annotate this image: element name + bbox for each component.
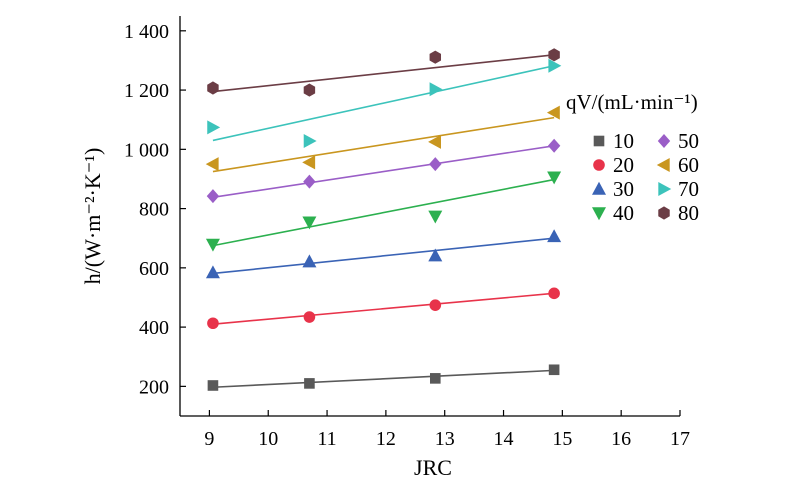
data-point-10: [429, 373, 441, 384]
data-point-30: [547, 229, 562, 243]
fit-line-70: [212, 64, 555, 142]
data-point-40: [428, 210, 443, 224]
data-point-60: [302, 155, 316, 170]
data-point-70: [429, 82, 443, 97]
data-point-70: [207, 120, 221, 135]
y-tick-label: 1 000: [124, 139, 169, 161]
data-point-80: [207, 81, 219, 95]
legend-marker-30: [592, 181, 606, 195]
data-point-40: [547, 171, 562, 185]
fit-line-30: [212, 237, 555, 275]
data-point-50: [547, 138, 561, 153]
x-tick-label: 12: [376, 428, 396, 450]
ticks: 9 10 11 12 13 14 15 16 17 200 400 600 800 1 000 1 200 1…: [124, 21, 690, 450]
data-point-10: [548, 364, 560, 376]
data-point-50: [429, 157, 442, 172]
legend-marker-20: [593, 159, 605, 171]
data-point-30: [302, 254, 317, 268]
fit-line-50: [212, 144, 555, 199]
data-point-10: [207, 380, 219, 391]
data-point-10: [304, 378, 315, 389]
y-tick-label: 600: [139, 258, 169, 280]
legend-label-10: 10: [613, 129, 634, 153]
fit-line-40: [212, 178, 555, 247]
data-point-50: [206, 189, 220, 204]
data-point-40: [302, 216, 317, 230]
data-point-20: [207, 317, 219, 330]
legend-marker-80: [658, 206, 670, 220]
legend-label-40: 40: [613, 201, 634, 225]
legend-label-80: 80: [678, 201, 699, 225]
legend-label-70: 70: [678, 177, 699, 201]
legend-label-60: 60: [678, 153, 699, 177]
fit-line-60: [212, 116, 555, 173]
fit-lines: [212, 54, 555, 389]
legend-marker-40: [592, 207, 606, 221]
axes: [179, 16, 680, 417]
legend-label-30: 30: [613, 177, 634, 201]
data-point-30: [205, 265, 220, 279]
data-point-20: [303, 311, 316, 323]
legend-label-50: 50: [678, 129, 699, 153]
legend-title: qV/(mL·min⁻¹): [566, 90, 698, 114]
x-tick-label: 11: [317, 428, 336, 450]
data-point-20: [429, 299, 442, 311]
fit-line-80: [212, 54, 555, 93]
fit-line-20: [212, 292, 555, 325]
legend-marker-10: [593, 135, 605, 147]
data-point-60: [546, 105, 560, 120]
data-point-40: [205, 238, 220, 252]
data-point-60: [205, 157, 219, 172]
data-point-80: [548, 48, 560, 62]
x-tick-label: 9: [204, 428, 214, 450]
markers: [205, 48, 562, 391]
y-tick-label: 1 200: [124, 80, 169, 102]
y-tick-label: 800: [139, 199, 169, 221]
data-point-70: [548, 58, 562, 73]
x-tick-label: 16: [611, 428, 631, 450]
legend-marker-70: [658, 182, 672, 196]
y-axis-label: h/(W·m⁻²·K⁻¹): [80, 148, 105, 285]
x-tick-label: 10: [258, 428, 278, 450]
data-point-60: [428, 134, 441, 149]
y-tick-label: 200: [139, 376, 169, 398]
x-tick-label: 14: [494, 428, 514, 450]
x-axis-label: JRC: [414, 455, 452, 480]
y-tick-label: 1 400: [124, 21, 169, 43]
data-point-20: [548, 287, 560, 300]
legend-marker-60: [656, 158, 670, 172]
data-point-30: [428, 248, 443, 262]
fit-line-10: [212, 369, 555, 389]
data-point-80: [303, 83, 316, 97]
legend-label-20: 20: [613, 153, 634, 177]
data-point-70: [303, 134, 317, 149]
x-tick-label: 13: [435, 428, 455, 450]
x-tick-label: 17: [670, 428, 690, 450]
y-tick-label: 400: [139, 317, 169, 339]
data-point-50: [303, 174, 316, 189]
x-tick-label: 15: [552, 428, 572, 450]
data-point-80: [429, 50, 442, 64]
legend-marker-50: [657, 134, 671, 148]
